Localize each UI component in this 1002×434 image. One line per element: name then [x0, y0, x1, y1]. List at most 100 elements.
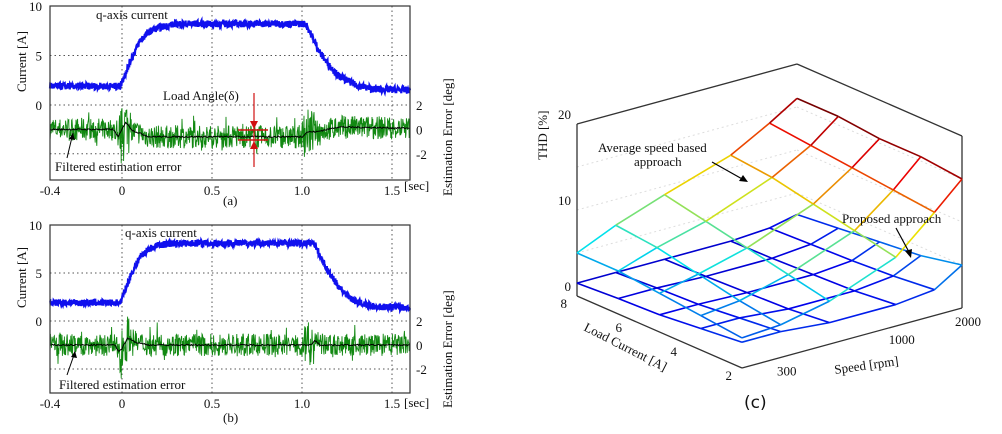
surface-mesh-line — [780, 321, 830, 333]
surface-mesh-line — [739, 273, 789, 302]
surface-mesh-line — [617, 246, 658, 272]
x-unit-label: [sec] — [404, 395, 429, 410]
x-tick-label: -0.4 — [40, 396, 61, 411]
proposed-approach-arrow — [895, 227, 910, 253]
thd-axis-label: THD [%] — [535, 111, 550, 160]
speed-axis-label: Speed [rpm] — [833, 353, 899, 377]
x-tick-label: 0.5 — [204, 396, 220, 411]
z-tick-label: 10 — [558, 193, 571, 208]
surface-mesh-line — [700, 299, 740, 317]
surface-mesh-line — [617, 270, 660, 295]
surface-mesh-line — [787, 229, 855, 276]
filtered-error-line — [49, 337, 411, 352]
surface-mesh-line — [933, 178, 963, 213]
surface-mesh-line — [788, 308, 830, 324]
y-tick-label: 10 — [29, 0, 42, 14]
avg-approach-label-1: Average speed based — [598, 140, 707, 155]
surface-mesh-line — [837, 115, 880, 140]
surface-mesh-line — [879, 241, 922, 257]
speed-tick-label: 1000 — [889, 332, 915, 347]
estimation-error-line — [49, 316, 411, 379]
surface-mesh-line — [705, 257, 773, 278]
surface-mesh-line — [730, 154, 773, 179]
surface-mesh-line — [615, 258, 665, 274]
x-tick-label: 1.5 — [384, 183, 400, 198]
y2-tick-label: 2 — [416, 314, 423, 329]
filtered-error-arrowhead — [71, 351, 77, 358]
back-gridline — [796, 106, 963, 180]
panel-b-ticks: -0.4 0 0.5 1.0 1.5 0 5 10 -2 0 2 — [29, 218, 427, 411]
surface-mesh-line — [787, 273, 830, 302]
surface-mesh-line — [854, 229, 897, 258]
q-axis-current-line — [49, 236, 412, 315]
load-tick-label: 6 — [616, 320, 623, 335]
q-axis-current-line — [48, 16, 412, 97]
surface-mesh-line — [746, 203, 814, 249]
surface-mesh-line — [700, 314, 743, 339]
filtered-error-label: Filtered estimation error — [55, 159, 182, 174]
surface-mesh-line — [920, 254, 963, 266]
surface-mesh-line — [700, 317, 740, 330]
surface-mesh-line — [812, 203, 855, 232]
surface-mesh-line — [576, 271, 616, 284]
x-tick-label: 0.5 — [204, 183, 220, 198]
load-tick-label: 2 — [726, 368, 733, 383]
surface-mesh-line — [810, 144, 853, 169]
surface-mesh-line — [664, 194, 707, 222]
panel-b-grid — [50, 225, 410, 393]
current-axis-label: Current [A] — [14, 31, 29, 92]
box-edge — [576, 63, 798, 125]
y-tick-label: 10 — [29, 218, 42, 233]
surface-mesh-line — [892, 189, 935, 214]
panel-a-caption: (a) — [223, 193, 237, 208]
surface-mesh-line — [705, 220, 748, 249]
x-tick-label: 1.5 — [384, 396, 400, 411]
surface-mesh-line — [810, 243, 853, 262]
panel-b-caption: (b) — [223, 410, 238, 425]
surface-mesh-line — [796, 97, 839, 118]
surface-mesh-line — [746, 247, 789, 276]
surface-mesh-line — [892, 254, 922, 277]
filtered-error-label: Filtered estimation error — [59, 377, 186, 392]
panel-b: -0.4 0 0.5 1.0 1.5 0 5 10 -2 0 2 q-axis current Fi… — [14, 218, 455, 425]
load-current-axis-label: Load Current [A] — [582, 319, 670, 374]
proposed-approach-arrowhead — [905, 249, 912, 258]
surface-mesh-line — [780, 300, 830, 326]
surface-mesh-line — [812, 273, 855, 292]
surface-mesh-line — [769, 227, 812, 246]
panel-c-caption: (c) — [744, 393, 767, 413]
load-tick-label: 4 — [671, 344, 678, 359]
surface-mesh-line — [741, 330, 781, 343]
filtered-error-arrowhead — [69, 133, 75, 140]
speed-tick-label: 300 — [777, 363, 797, 378]
load-axis-line — [576, 295, 743, 369]
surface-mesh-line — [659, 292, 702, 317]
surface-mesh-line — [895, 211, 936, 258]
y2-tick-label: 0 — [416, 122, 423, 137]
panel-a-grid — [50, 6, 410, 180]
q-axis-current-label: q-axis current — [125, 225, 197, 240]
panel-c: 0 10 20 2 4 6 8 300 1000 2000 THD [%] Load Curren… — [535, 63, 981, 413]
y-tick-label: 5 — [36, 266, 43, 281]
surface-mesh-line — [812, 167, 853, 205]
surface-mesh-line — [829, 256, 897, 302]
surface-mesh-line — [698, 291, 748, 306]
x-tick-label: 0 — [119, 183, 126, 198]
load-angle-label: Load Angle(δ) — [163, 88, 239, 103]
avg-approach-label-2: approach — [634, 154, 682, 169]
x-tick-label: 1.0 — [294, 183, 310, 198]
y-tick-label: 0 — [36, 314, 43, 329]
panel-c-box — [576, 63, 963, 369]
surface-mesh-line — [576, 282, 619, 300]
panel-a: -0.4 0 0.5 1.0 1.5 0 5 10 -2 0 2 q-axis current Lo… — [14, 0, 455, 208]
surface-mesh-line — [576, 252, 619, 272]
back-gridline — [576, 106, 798, 168]
x-tick-label: 0 — [119, 396, 126, 411]
proposed-approach-label: Proposed approach — [842, 211, 942, 226]
panel-b-frame — [49, 224, 411, 394]
surface-mesh-line — [730, 122, 771, 156]
surface-mesh-line — [659, 314, 702, 330]
surface-mesh-line — [664, 154, 732, 196]
